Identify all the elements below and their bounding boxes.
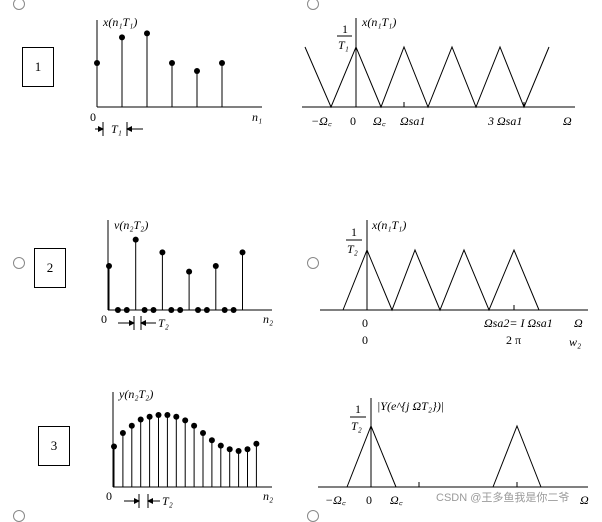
row1-right-peak-num: 1 [342,22,348,36]
row-number-3: 3 [50,438,58,453]
row2-left-stem-dot-14 [221,307,228,313]
row2-left-stem-dot-12 [203,307,210,313]
row2-left-stem-dot-5 [141,307,148,313]
row2-left-spacing: T₂ [158,316,169,330]
row1-left-stem-dot-5 [194,68,200,74]
row3-left-stem-dot-8 [173,413,180,420]
row3-left-stem-dot-16 [244,446,251,453]
row3-right-image-triangle [492,424,542,488]
row3-left-stem-dot-11 [200,430,206,436]
row3-left-stem-dot-12 [208,437,215,444]
row1-left-stem-dot-4 [169,60,175,66]
row1-right-tick-omega-c: Ω꜀ [373,114,387,128]
row2-right-spectrum [342,248,540,312]
row2-left-stem-dot-4 [132,236,139,243]
row3-right-tick-neg-omega-c: −Ω꜀ [325,493,347,507]
row3-left-plot: y(n₂T₂) 0 n₂ T₂ [106,387,273,508]
row2-right-tick-zero: 0 [362,316,368,330]
row3-right-peak-num: 1 [355,402,361,416]
option-radio-1[interactable] [307,0,319,10]
row2-left-ylabel: v(n₂T₂) [114,218,148,232]
row1-right-tick-3omega-sa1: 3 Ωsa1 [487,114,522,128]
option-radio-6[interactable] [13,0,25,10]
row2-left-stem-dot-11 [195,307,201,313]
row3-left-stem-dot-4 [137,416,144,423]
row2-right-ylabel: x(n₁T₁) [371,218,406,232]
row2-left-stem-dot-7 [159,249,166,256]
row1-right-tick-omega-sa1: Ωsa1 [400,114,425,128]
row2-left-origin: 0 [101,312,107,326]
row-number-box-3: 3 [38,426,70,466]
row1-left-stem-dot-3 [144,30,150,37]
row3-right-baseband-triangle [346,424,397,488]
row1-right-peak-den: T₁ [338,38,349,52]
row3-left-stem-dot-17 [253,440,260,447]
row1-left-stem-dot-6 [219,60,225,66]
row2-left-stem-dot-6 [150,307,157,313]
row1-left-ylabel: x(n₁T₁) [102,15,137,29]
row1-right-ylabel: x(n₁T₁) [361,15,396,29]
row1-left-stem-dot-1 [94,60,100,66]
row2-left-stem-dot-8 [168,307,175,313]
row3-right-plot: |Y(e^{j ΩT₂})| 1 T₂ −Ω꜀ 0 Ω꜀ Ω [318,398,589,507]
row3-left-stem-dot-2 [119,430,126,436]
row2-right-tick-zero-w: 0 [362,333,368,347]
row3-left-spacing: T₂ [162,494,173,508]
row1-right-tick-neg-omega-c: −Ω꜀ [311,114,333,128]
row3-left-stem-dot-6 [155,412,162,418]
row1-left-spacing: T₁ [111,122,122,136]
row2-right-peak-den: T₂ [347,242,358,256]
row1-left-plot: x(n₁T₁) 0 n₁ T₁ [90,15,262,136]
row3-left-origin: 0 [106,489,112,503]
row2-right-peak-num: 1 [351,225,357,239]
row3-left-stem-dot-9 [182,417,189,424]
row3-left-stem-dot-7 [164,412,171,418]
row3-left-stem-dot-5 [146,413,153,420]
row1-right-spectrum [304,45,550,109]
row3-left-stem-dot-3 [128,422,135,429]
row1-left-xaxis-label: n₁ [252,110,262,124]
row1-left-stem-dot-2 [119,34,125,41]
row3-right-axis-omega: Ω [580,493,589,507]
row-number-1: 1 [34,59,42,74]
row2-left-stem-dot-10 [186,268,193,275]
row2-right-axis-w2: w₂ [569,335,581,349]
row3-left-stem-dot-1 [111,443,117,450]
row-number-box-2: 2 [34,248,66,288]
row3-left-stem-dot-13 [217,442,224,449]
row2-right-plot: x(n₁T₁) 1 T₂ 0 0 Ωsa2= I Ωsa1 2 π Ω w₂ [320,218,588,349]
row3-left-stem-dot-14 [226,446,233,453]
row2-right-tick-omega-sa2: Ωsa2= I Ωsa1 [484,316,553,330]
row2-left-plot: v(n₂T₂) 0 n₂ T₂ [101,218,273,330]
row2-left-stem-dot-13 [212,263,219,269]
row1-right-tick-zero: 0 [350,114,356,128]
row1-right-axis-omega: Ω [563,114,572,128]
option-radio-2[interactable] [13,257,25,269]
row2-left-stem-dot-15 [230,307,237,313]
row2-left-xaxis-label: n₂ [263,312,273,326]
row3-right-tick-omega-c: Ω꜀ [390,493,404,507]
row2-left-stem-dot-3 [123,307,130,313]
row-number-box-1: 1 [22,47,54,87]
row2-left-stem-dot-1 [106,263,112,269]
row3-right-tick-zero: 0 [366,493,372,507]
row2-left-stem-dot-2 [114,307,121,313]
row-number-2: 2 [46,260,54,275]
row3-left-stem-dot-10 [191,422,198,429]
csdn-watermark: CSDN @王多鱼我是你二爷 [436,490,569,504]
row1-left-origin: 0 [90,110,96,124]
row2-left-stem-dot-9 [177,307,184,313]
row2-left-stem-dot-16 [239,249,246,256]
row3-left-xaxis-label: n₂ [263,489,273,503]
option-radio-3[interactable] [307,257,319,269]
row3-left-ylabel: y(n₂T₂) [118,387,153,401]
row1-right-plot: x(n₁T₁) 1 T₁ −Ω꜀ 0 Ω꜀ Ωsa1 3 Ωsa1 Ω [302,15,575,128]
row3-right-ylabel: |Y(e^{j ΩT₂})| [377,399,444,413]
row3-right-peak-den: T₂ [351,419,362,433]
row2-right-tick-2pi: 2 π [506,333,521,347]
row2-right-axis-omega: Ω [574,316,583,330]
row3-left-stem-dot-15 [235,448,242,454]
